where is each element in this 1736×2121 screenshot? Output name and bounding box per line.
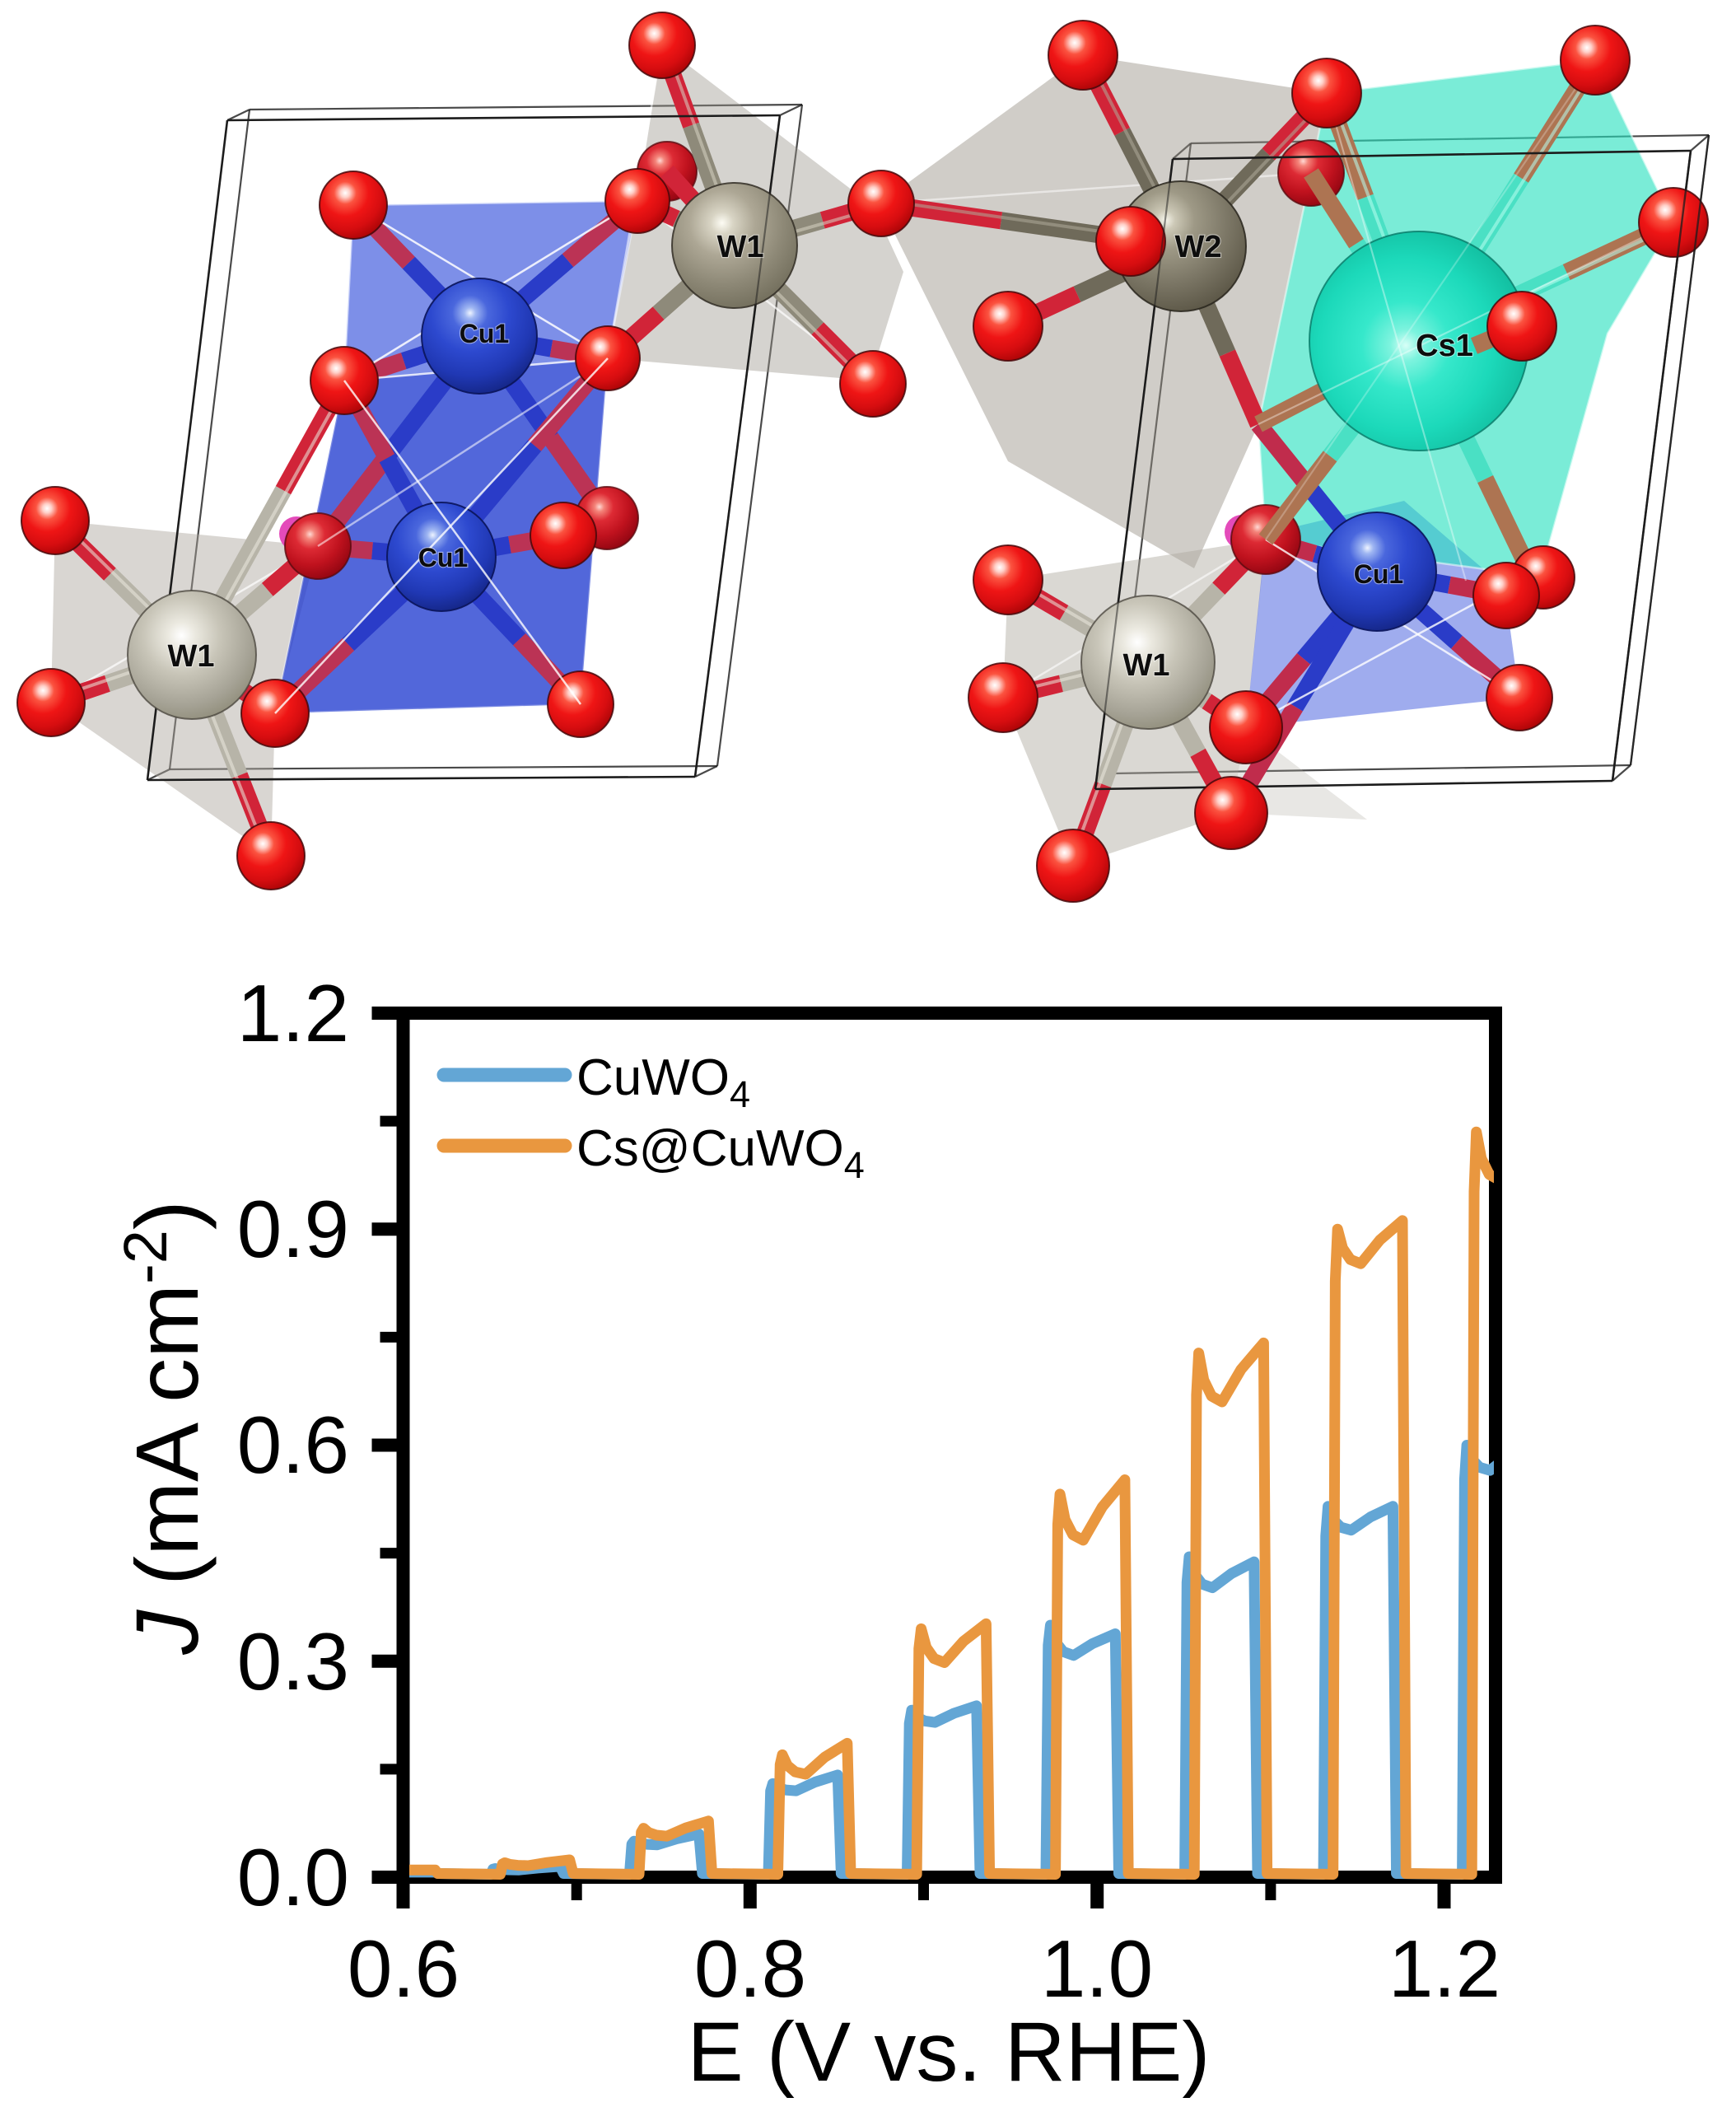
svg-text:0.9: 0.9 xyxy=(237,1184,349,1274)
svg-text:Cu1: Cu1 xyxy=(1354,559,1403,589)
svg-text:W1: W1 xyxy=(1123,648,1170,683)
svg-text:Cu1: Cu1 xyxy=(460,319,509,348)
svg-text:W2: W2 xyxy=(1175,230,1222,264)
svg-text:0.3: 0.3 xyxy=(237,1616,349,1707)
svg-text:1.2: 1.2 xyxy=(1388,1923,1500,2014)
svg-text:1.2: 1.2 xyxy=(237,968,349,1058)
svg-text:Cu1: Cu1 xyxy=(418,543,468,572)
svg-text:J (mA cm-2): J (mA cm-2) xyxy=(111,1200,217,1656)
svg-text:0.0: 0.0 xyxy=(237,1832,349,1922)
svg-text:E (V vs. RHE): E (V vs. RHE) xyxy=(688,2005,1211,2099)
svg-text:0.6: 0.6 xyxy=(237,1399,349,1490)
svg-text:CuWO4: CuWO4 xyxy=(576,1049,750,1115)
svg-text:0.6: 0.6 xyxy=(348,1923,460,2014)
svg-text:W1: W1 xyxy=(168,639,215,674)
svg-text:Cs1: Cs1 xyxy=(1416,329,1473,363)
svg-text:W1: W1 xyxy=(717,230,764,264)
svg-text:0.8: 0.8 xyxy=(694,1923,806,2014)
svg-text:Cs@CuWO4: Cs@CuWO4 xyxy=(576,1120,865,1186)
svg-text:1.0: 1.0 xyxy=(1041,1923,1153,2014)
